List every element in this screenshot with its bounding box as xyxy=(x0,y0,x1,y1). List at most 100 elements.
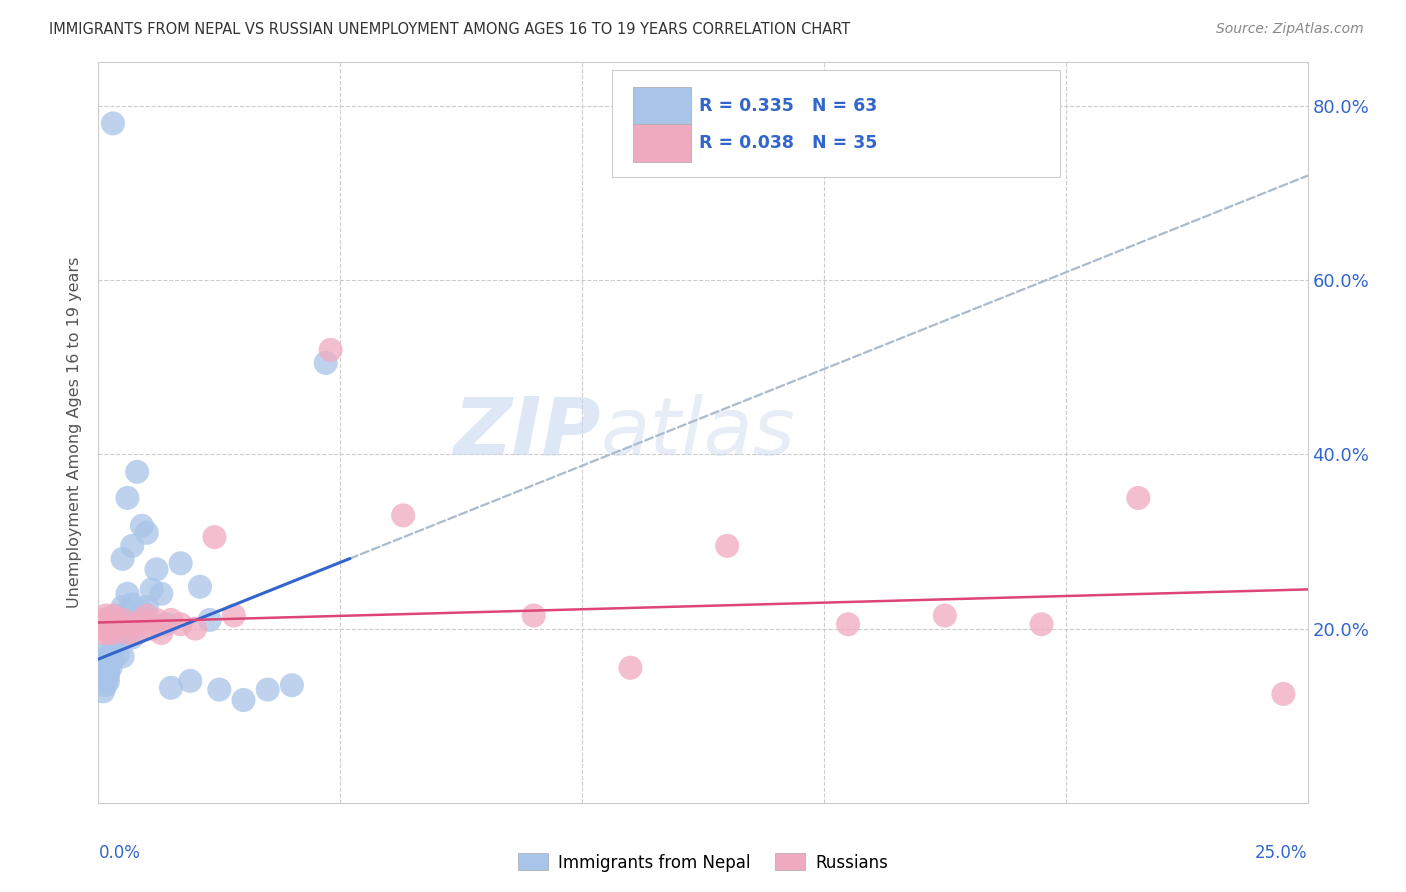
Point xyxy=(232,693,254,707)
Point xyxy=(98,652,121,666)
Point xyxy=(1272,687,1295,701)
Y-axis label: Unemployment Among Ages 16 to 19 years: Unemployment Among Ages 16 to 19 years xyxy=(67,257,83,608)
Point xyxy=(127,465,149,479)
Point xyxy=(145,613,167,627)
Point xyxy=(131,613,153,627)
Text: atlas: atlas xyxy=(600,393,794,472)
Point xyxy=(135,608,157,623)
Point xyxy=(90,617,112,632)
Point xyxy=(121,597,143,611)
Point xyxy=(97,655,120,669)
Point xyxy=(97,673,120,688)
Point xyxy=(315,356,337,370)
Point xyxy=(96,666,118,681)
Point xyxy=(117,626,139,640)
Point xyxy=(117,626,139,640)
Point xyxy=(107,608,129,623)
Point xyxy=(127,608,149,623)
Point xyxy=(716,539,738,553)
Point xyxy=(101,639,124,653)
Point xyxy=(94,664,117,678)
Point xyxy=(97,661,120,675)
Point xyxy=(107,634,129,648)
Point xyxy=(101,116,124,130)
Point xyxy=(141,622,163,636)
Text: IMMIGRANTS FROM NEPAL VS RUSSIAN UNEMPLOYMENT AMONG AGES 16 TO 19 YEARS CORRELAT: IMMIGRANTS FROM NEPAL VS RUSSIAN UNEMPLO… xyxy=(49,22,851,37)
Point xyxy=(281,678,304,692)
Point xyxy=(107,622,129,636)
Point xyxy=(204,530,226,544)
Text: R = 0.335   N = 63: R = 0.335 N = 63 xyxy=(699,97,877,115)
Point xyxy=(160,681,183,695)
Point xyxy=(111,649,134,664)
Point xyxy=(1031,617,1053,632)
Point xyxy=(155,617,177,632)
Point xyxy=(90,652,112,666)
Point xyxy=(117,587,139,601)
Point xyxy=(150,587,173,601)
Point xyxy=(135,599,157,614)
Point xyxy=(90,661,112,675)
Point xyxy=(145,562,167,576)
Text: 0.0%: 0.0% xyxy=(98,844,141,862)
Point xyxy=(131,518,153,533)
Point xyxy=(93,622,115,636)
Point xyxy=(121,617,143,632)
Point xyxy=(91,648,114,662)
Point xyxy=(101,652,124,666)
Point xyxy=(117,491,139,505)
Point xyxy=(91,626,114,640)
Text: ZIP: ZIP xyxy=(453,393,600,472)
Point xyxy=(131,604,153,618)
Point xyxy=(160,613,183,627)
Point xyxy=(96,669,118,683)
Point xyxy=(101,613,124,627)
Point xyxy=(97,617,120,632)
Point xyxy=(93,669,115,683)
Point xyxy=(93,655,115,669)
Point xyxy=(837,617,859,632)
Point xyxy=(91,673,114,688)
Point xyxy=(96,655,118,669)
Point xyxy=(184,622,207,636)
Point xyxy=(101,626,124,640)
Point xyxy=(101,608,124,623)
Point xyxy=(97,626,120,640)
Point xyxy=(94,658,117,673)
Text: 25.0%: 25.0% xyxy=(1256,844,1308,862)
Point xyxy=(111,626,134,640)
Point xyxy=(141,582,163,597)
Point xyxy=(169,617,191,632)
FancyBboxPatch shape xyxy=(633,124,690,162)
Point xyxy=(91,666,114,681)
Point xyxy=(121,630,143,644)
Point xyxy=(1128,491,1150,505)
Point xyxy=(188,580,211,594)
Point xyxy=(107,622,129,636)
Point xyxy=(111,613,134,627)
Point xyxy=(94,678,117,692)
Point xyxy=(179,673,201,688)
Point xyxy=(127,626,149,640)
Legend: Immigrants from Nepal, Russians: Immigrants from Nepal, Russians xyxy=(512,847,894,878)
Point xyxy=(91,661,114,675)
Point xyxy=(208,682,231,697)
Text: R = 0.038   N = 35: R = 0.038 N = 35 xyxy=(699,134,877,153)
Point xyxy=(619,661,641,675)
Point xyxy=(97,666,120,681)
FancyBboxPatch shape xyxy=(613,70,1060,178)
Point xyxy=(121,539,143,553)
Point xyxy=(100,661,122,675)
Point xyxy=(256,682,278,697)
Point xyxy=(90,657,112,671)
Point xyxy=(523,608,546,623)
Point xyxy=(91,658,114,673)
Point xyxy=(392,508,415,523)
Point xyxy=(319,343,342,357)
Point xyxy=(100,649,122,664)
Text: Source: ZipAtlas.com: Source: ZipAtlas.com xyxy=(1216,22,1364,37)
Point xyxy=(135,525,157,540)
Point xyxy=(94,608,117,623)
Point xyxy=(101,626,124,640)
Point xyxy=(198,613,221,627)
